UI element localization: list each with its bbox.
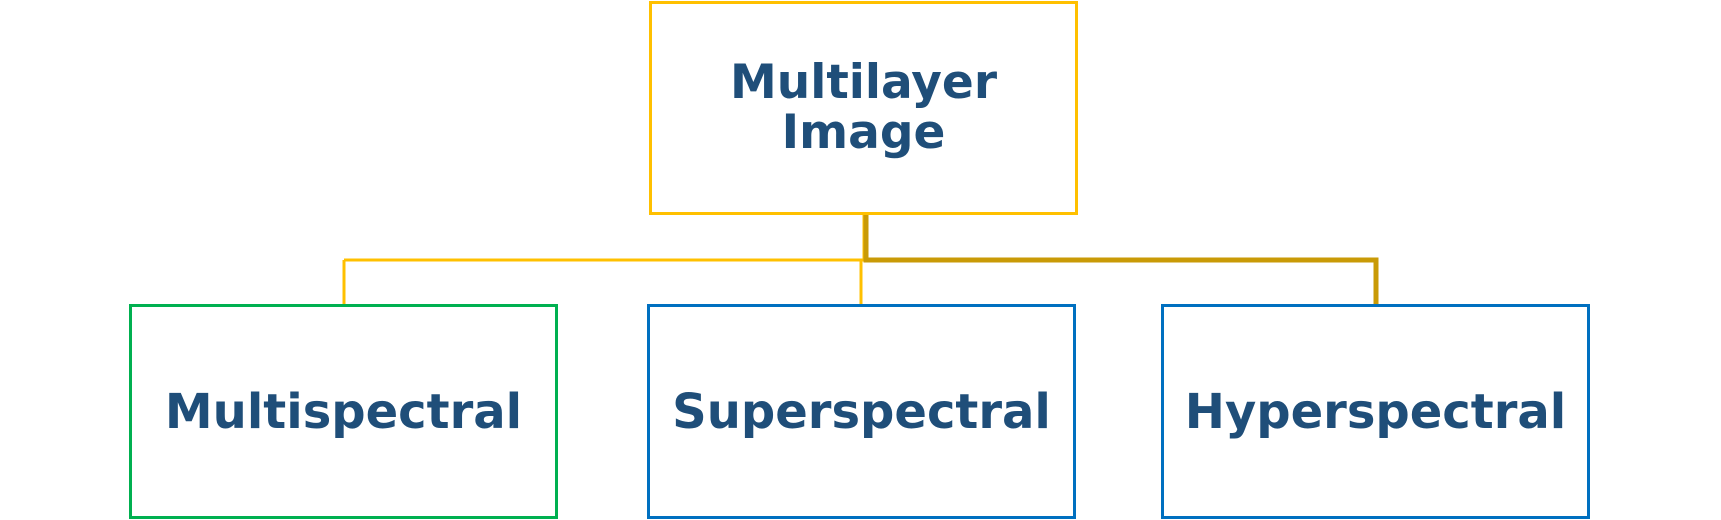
node-multispectral: Multispectral [129, 304, 558, 519]
connector-path-hyperspectral [863, 215, 1379, 304]
node-root-label: Multilayer Image [730, 55, 997, 160]
node-superspectral-label: Superspectral [672, 383, 1051, 440]
node-hyperspectral: Hyperspectral [1161, 304, 1590, 519]
node-superspectral: Superspectral [647, 304, 1076, 519]
node-root-multilayer-image: Multilayer Image [649, 1, 1078, 215]
node-hyperspectral-label: Hyperspectral [1184, 383, 1567, 440]
node-multispectral-label: Multispectral [164, 383, 523, 440]
